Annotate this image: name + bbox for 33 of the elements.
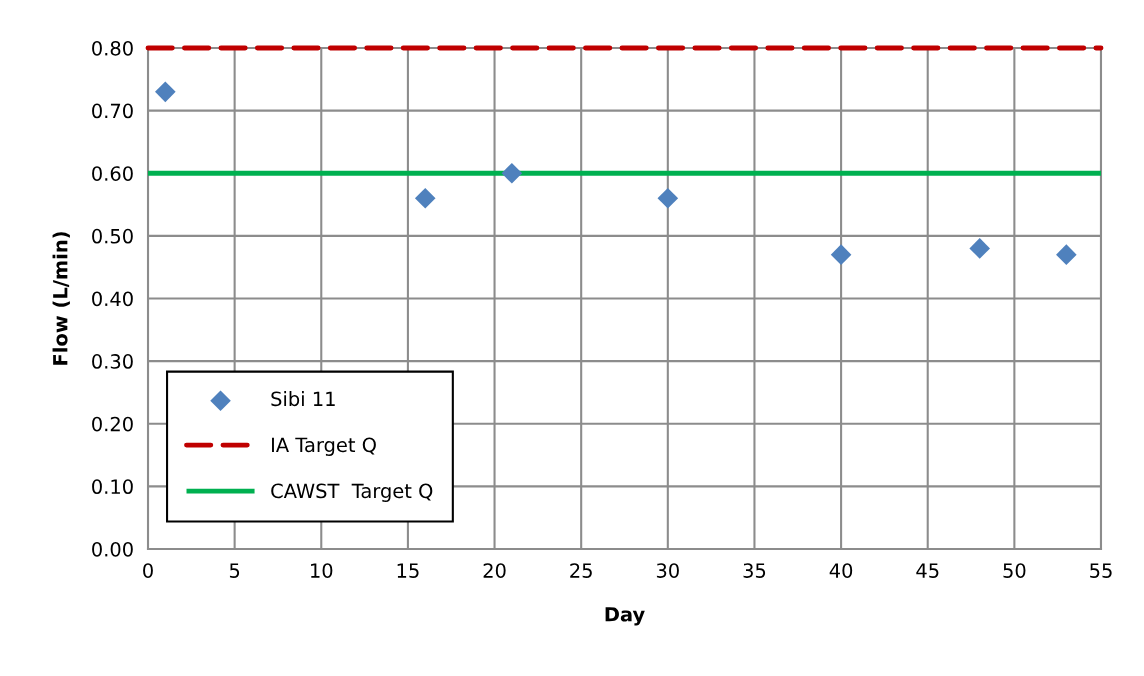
point: [830, 244, 852, 265]
y-tick-label: 0.30: [92, 354, 133, 369]
x-tick-label: 15: [397, 563, 419, 578]
x-tick-label: 35: [743, 563, 766, 578]
legend-label: Sibi 11: [271, 391, 335, 407]
x-tick-label: 0: [143, 563, 153, 578]
legend-label: IA Target Q: [272, 437, 376, 456]
x-tick-label: 50: [1003, 563, 1026, 578]
point: [501, 162, 523, 184]
y-tick-label: 0.80: [92, 40, 133, 56]
x-tick-label: 20: [483, 563, 506, 578]
y-tick-label: 0.50: [92, 228, 133, 244]
point: [969, 238, 991, 259]
point: [155, 81, 176, 103]
y-tick-label: 0.20: [92, 416, 133, 432]
x-tick-label: 10: [311, 563, 333, 578]
x-tick-label: 55: [1090, 563, 1112, 578]
x-tick-label: 45: [916, 563, 939, 578]
y-axis-title: Flow (L/min): [52, 232, 70, 365]
y-tick-label: 0.60: [92, 166, 133, 181]
y-tick-label: 0.00: [92, 541, 133, 557]
y-tick-label: 0.70: [92, 103, 133, 119]
x-tick-label: 40: [829, 563, 853, 578]
y-tick-label: 0.40: [92, 291, 133, 307]
legend-label: CAWST Target Q: [271, 483, 433, 502]
point: [1056, 244, 1077, 265]
point: [657, 188, 679, 209]
x-tick-label: 5: [229, 563, 240, 578]
point: [414, 188, 436, 209]
x-axis-title: Day: [605, 607, 645, 626]
y-tick-label: 0.10: [92, 479, 133, 495]
x-tick-label: 25: [570, 563, 592, 578]
x-tick-label: 30: [656, 563, 679, 578]
